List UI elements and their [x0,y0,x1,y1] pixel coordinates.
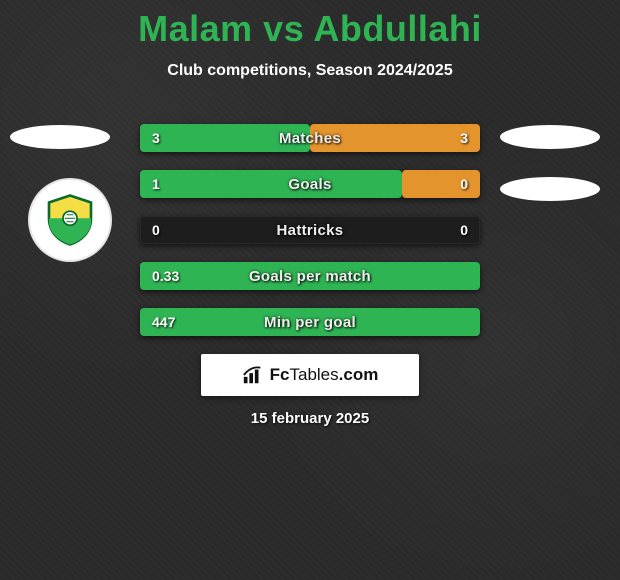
brand-main: Tables [290,365,339,384]
stat-label: Goals per match [140,262,480,290]
player-right-slot-1 [500,125,600,149]
stat-row: 447Min per goal [140,308,480,336]
comparison-infographic: Malam vs Abdullahi Club competitions, Se… [0,0,620,580]
brand-text: FcTables.com [270,365,379,385]
player-left-slot-1 [10,125,110,149]
shield-icon [42,192,98,248]
brand-box: FcTables.com [201,354,419,396]
stat-row: 00Hattricks [140,216,480,244]
stat-row: 10Goals [140,170,480,198]
stat-row: 33Matches [140,124,480,152]
stat-label: Matches [140,124,480,152]
page-subtitle: Club competitions, Season 2024/2025 [0,62,620,80]
footer-date: 15 february 2025 [0,410,620,427]
stat-label: Hattricks [140,216,480,244]
page-title: Malam vs Abdullahi [0,0,620,50]
stat-row: 0.33Goals per match [140,262,480,290]
player-right-slot-2 [500,177,600,201]
brand-prefix: Fc [270,365,290,384]
stat-label: Goals [140,170,480,198]
comparison-rows: 33Matches 10Goals 00Hattricks 0.33Goals per… [140,124,480,354]
brand-suffix: .com [339,365,379,384]
bar-chart-icon [242,364,264,386]
stat-label: Min per goal [140,308,480,336]
club-crest [28,178,112,262]
